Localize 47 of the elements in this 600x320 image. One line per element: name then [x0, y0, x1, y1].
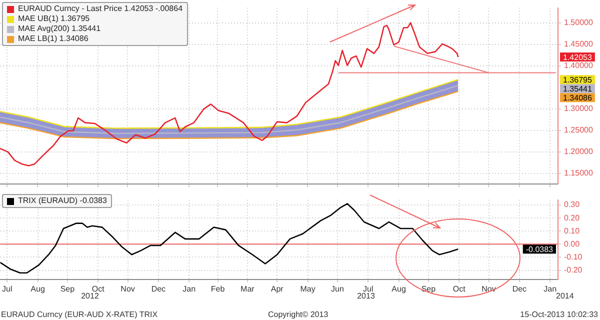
x-tick-label: May — [300, 284, 316, 294]
text: 1.42053 — [563, 52, 592, 62]
y-tick-label: 1.30000 — [564, 104, 594, 114]
y-tick-label: 1.50000 — [564, 18, 594, 28]
x-tick-label: Sep — [60, 284, 76, 294]
text: 2014 — [556, 292, 574, 301]
legend-label: MAE UB(1) 1.36795 — [18, 14, 90, 24]
x-tick-label: Aug — [392, 284, 406, 294]
y-tick-label: 1.20000 — [564, 147, 594, 156]
annotation: -0.0383 — [526, 244, 554, 254]
x-tick-label: Dec — [512, 284, 527, 294]
x-tick-label: Mar — [240, 284, 255, 294]
text: 1.36795 — [563, 75, 592, 84]
y-tick-label: 1.40000 — [564, 61, 594, 70]
legend-label: MAE Avg(200) 1.35441 — [18, 24, 101, 34]
text: 15-Oct-2013 10:02:33 — [520, 310, 599, 320]
x-tick-label: Jul — [362, 284, 374, 294]
x-tick-label: Sep — [421, 284, 436, 294]
x-tick-label: Nov — [120, 284, 135, 294]
y-tick-label: 1.25000 — [564, 126, 594, 135]
y-tick-label: 0.00 — [564, 239, 580, 248]
y-tick-label: 0.20 — [564, 213, 580, 222]
y-tick-label: 1.15000 — [564, 168, 594, 178]
text: EURAUD Curncy (EUR-AUD X-RATE) TRIX — [1, 310, 158, 320]
x-tick-label: Apr — [270, 284, 284, 294]
x-tick-label: Oct — [452, 284, 466, 294]
y-tick-label: 0.10 — [564, 226, 580, 236]
x-tick-label: Jan — [182, 284, 196, 294]
legend-label: EURAUD Curncy - Last Price 1.42053 -.00864 — [18, 4, 183, 14]
text: 2012 — [81, 292, 100, 301]
legend-label: TRIX (EURAUD) -0.0383 — [18, 196, 107, 206]
x-tick-label: Jul — [2, 284, 12, 294]
y-tick-label: 0.30 — [564, 200, 580, 210]
y-tick-label: -0.10 — [564, 252, 583, 262]
x-tick-label: Feb — [210, 284, 226, 294]
x-tick-label: Dec — [151, 284, 166, 294]
y-tick-label: -0.20 — [564, 265, 583, 274]
y-tick-label: 1.45000 — [564, 40, 594, 49]
text: 2013 — [357, 292, 376, 301]
x-tick-label: Jan — [544, 284, 557, 294]
x-tick-label: Aug — [30, 284, 45, 294]
x-tick-label: Oct — [92, 284, 106, 294]
text: Copyright© 2013 — [268, 310, 329, 320]
text: 1.35441 — [563, 84, 592, 94]
x-tick-label: Jun — [330, 284, 344, 294]
text: 1.34086 — [563, 93, 592, 102]
legend-label: MAE LB(1) 1.34086 — [18, 34, 88, 44]
